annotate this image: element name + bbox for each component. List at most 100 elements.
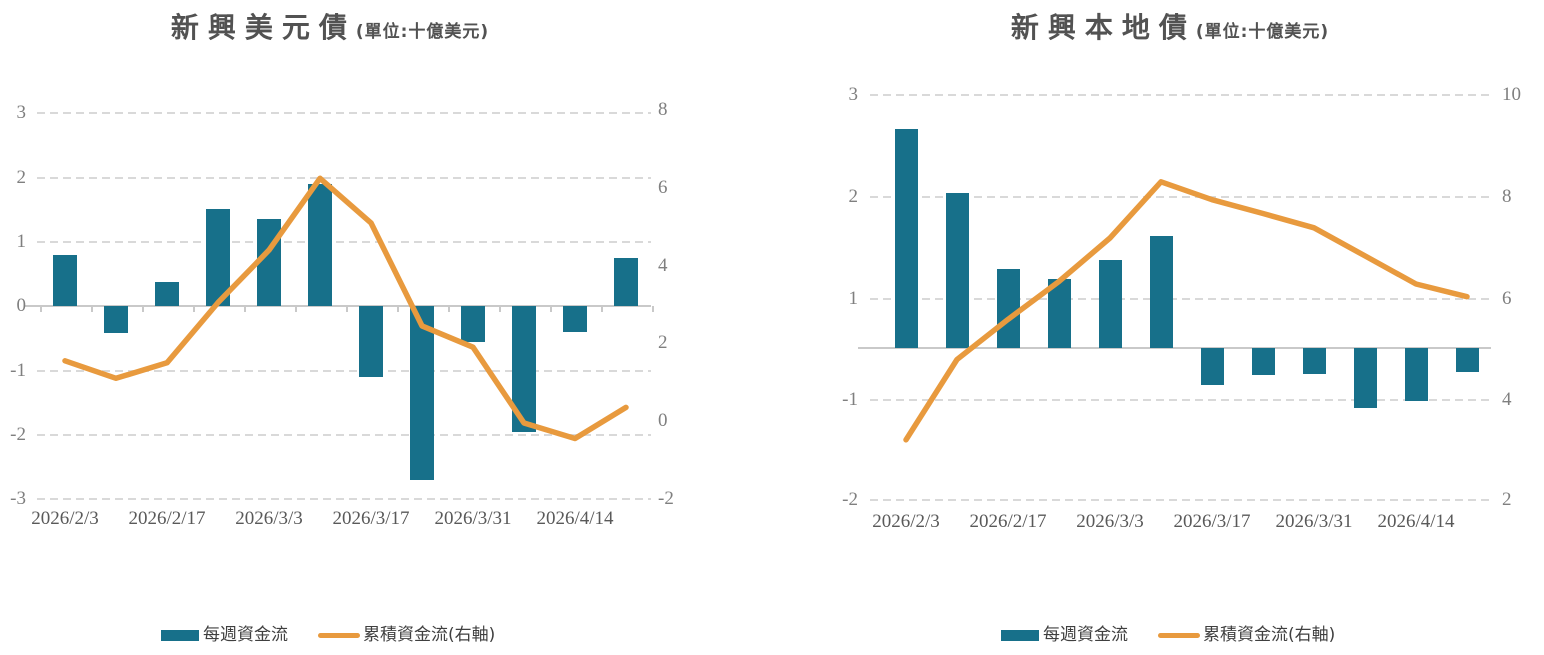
x-axis-date-label: 2026/2/17 bbox=[128, 508, 206, 529]
left-axis-label: 2 bbox=[16, 166, 27, 188]
left-axis-label: -3 bbox=[10, 488, 26, 510]
h-gridline bbox=[37, 498, 651, 501]
x-axis-date-label: 2026/2/3 bbox=[872, 511, 940, 532]
x-axis-date-label: 2026/3/31 bbox=[434, 508, 512, 529]
h-gridline bbox=[870, 298, 1491, 301]
weekly-flow-bar bbox=[1047, 278, 1071, 349]
weekly-flow-bar bbox=[155, 281, 179, 307]
x-axis-date-label: 2026/3/17 bbox=[1173, 511, 1251, 532]
x-axis-tick bbox=[549, 306, 552, 313]
chart-title-unit: (單位:十億美元) bbox=[1195, 22, 1330, 42]
weekly-flow-bar bbox=[359, 306, 383, 378]
right-axis-label: 4 bbox=[658, 254, 668, 276]
x-axis-tick bbox=[39, 306, 42, 313]
weekly-flow-bar bbox=[894, 128, 918, 349]
h-gridline bbox=[37, 176, 651, 179]
weekly-flow-bar bbox=[206, 208, 230, 307]
x-axis-tick bbox=[141, 306, 144, 313]
legend-bar-swatch bbox=[1001, 630, 1039, 641]
x-axis-tick bbox=[243, 306, 246, 313]
weekly-flow-bar bbox=[1404, 348, 1428, 401]
x-axis-tick bbox=[447, 306, 450, 313]
weekly-flow-bar bbox=[1098, 260, 1122, 349]
weekly-flow-bar bbox=[945, 192, 969, 349]
left-axis-label: 2 bbox=[848, 185, 859, 207]
weekly-flow-bar bbox=[1251, 348, 1275, 375]
h-gridline bbox=[37, 241, 651, 243]
right-axis-label: 0 bbox=[658, 410, 668, 431]
x-axis-date-label: 2026/3/31 bbox=[1275, 511, 1353, 532]
weekly-flow-bar bbox=[104, 306, 128, 334]
legend-bar-swatch bbox=[161, 630, 199, 641]
x-axis-date-label: 2026/4/14 bbox=[1377, 511, 1455, 532]
left-axis-label: 3 bbox=[848, 84, 859, 105]
x-axis-line bbox=[25, 305, 651, 308]
x-axis-tick bbox=[294, 306, 297, 313]
weekly-flow-bar bbox=[1353, 348, 1377, 408]
right-axis-label: 6 bbox=[1502, 288, 1512, 310]
legend-line-label: 累積資金流(右軸) bbox=[1203, 625, 1336, 645]
legend-bar-label: 每週資金流 bbox=[203, 625, 288, 645]
weekly-flow-bar bbox=[1455, 348, 1479, 373]
weekly-flow-bar bbox=[53, 254, 77, 307]
x-axis-date-label: 2026/2/3 bbox=[31, 508, 99, 529]
h-gridline bbox=[870, 398, 1491, 401]
h-gridline bbox=[870, 94, 1491, 96]
weekly-flow-bar bbox=[410, 306, 434, 480]
weekly-flow-bar bbox=[614, 258, 638, 307]
right-axis-label: 8 bbox=[658, 99, 668, 121]
left-axis-label: -2 bbox=[10, 424, 26, 445]
x-axis-date-label: 2026/3/3 bbox=[1076, 511, 1144, 532]
x-axis-tick bbox=[90, 306, 93, 313]
weekly-flow-bar bbox=[257, 218, 281, 307]
weekly-flow-bar bbox=[1149, 235, 1173, 349]
h-gridline bbox=[37, 112, 651, 115]
x-axis-date-label: 2026/3/17 bbox=[332, 508, 410, 529]
x-axis-tick bbox=[345, 306, 348, 313]
x-axis-tick bbox=[651, 306, 654, 313]
legend-line-label: 累積資金流(右軸) bbox=[363, 625, 496, 645]
x-axis-date-label: 2026/2/17 bbox=[969, 511, 1047, 532]
weekly-flow-bar bbox=[1200, 348, 1224, 386]
right-axis-label: 2 bbox=[1502, 489, 1512, 510]
right-axis-label: -2 bbox=[658, 487, 674, 509]
x-axis-line bbox=[858, 347, 1491, 350]
left-axis-label: 1 bbox=[848, 288, 859, 310]
weekly-flow-bar bbox=[461, 306, 485, 342]
left-axis-label: 1 bbox=[16, 231, 27, 252]
x-axis-date-label: 2026/3/3 bbox=[235, 508, 303, 529]
left-axis-label: 0 bbox=[16, 295, 27, 317]
weekly-flow-bar bbox=[308, 184, 332, 307]
right-axis-label: 10 bbox=[1502, 84, 1521, 105]
left-axis-label: -1 bbox=[842, 388, 858, 410]
legend-line-swatch bbox=[1158, 633, 1200, 638]
h-gridline bbox=[37, 369, 651, 372]
chart-title: 新興美元債(單位:十億美元) bbox=[0, 6, 660, 46]
right-axis-label: 8 bbox=[1502, 185, 1512, 207]
chart-title-main: 新興美元債 bbox=[170, 11, 356, 44]
x-axis-tick bbox=[192, 306, 195, 313]
weekly-flow-bar bbox=[1302, 348, 1326, 374]
chart-title-main: 新興本地債 bbox=[1010, 11, 1196, 44]
weekly-flow-bar bbox=[563, 306, 587, 333]
left-axis-label: -2 bbox=[842, 489, 858, 510]
h-gridline bbox=[37, 434, 651, 436]
right-axis-label: 2 bbox=[658, 332, 668, 354]
legend-line-swatch bbox=[318, 633, 360, 638]
x-axis-tick bbox=[600, 306, 603, 313]
x-axis-tick bbox=[498, 306, 501, 313]
legend-bar-label: 每週資金流 bbox=[1043, 625, 1128, 645]
left-axis-label: 3 bbox=[16, 102, 27, 124]
x-axis-tick bbox=[396, 306, 399, 313]
right-axis-label: 4 bbox=[1502, 388, 1512, 410]
chart-title-unit: (單位:十億美元) bbox=[355, 22, 490, 42]
left-axis-label: -1 bbox=[10, 359, 26, 381]
h-gridline bbox=[870, 499, 1491, 501]
right-axis-label: 6 bbox=[658, 177, 668, 198]
x-axis-date-label: 2026/4/14 bbox=[536, 508, 614, 529]
